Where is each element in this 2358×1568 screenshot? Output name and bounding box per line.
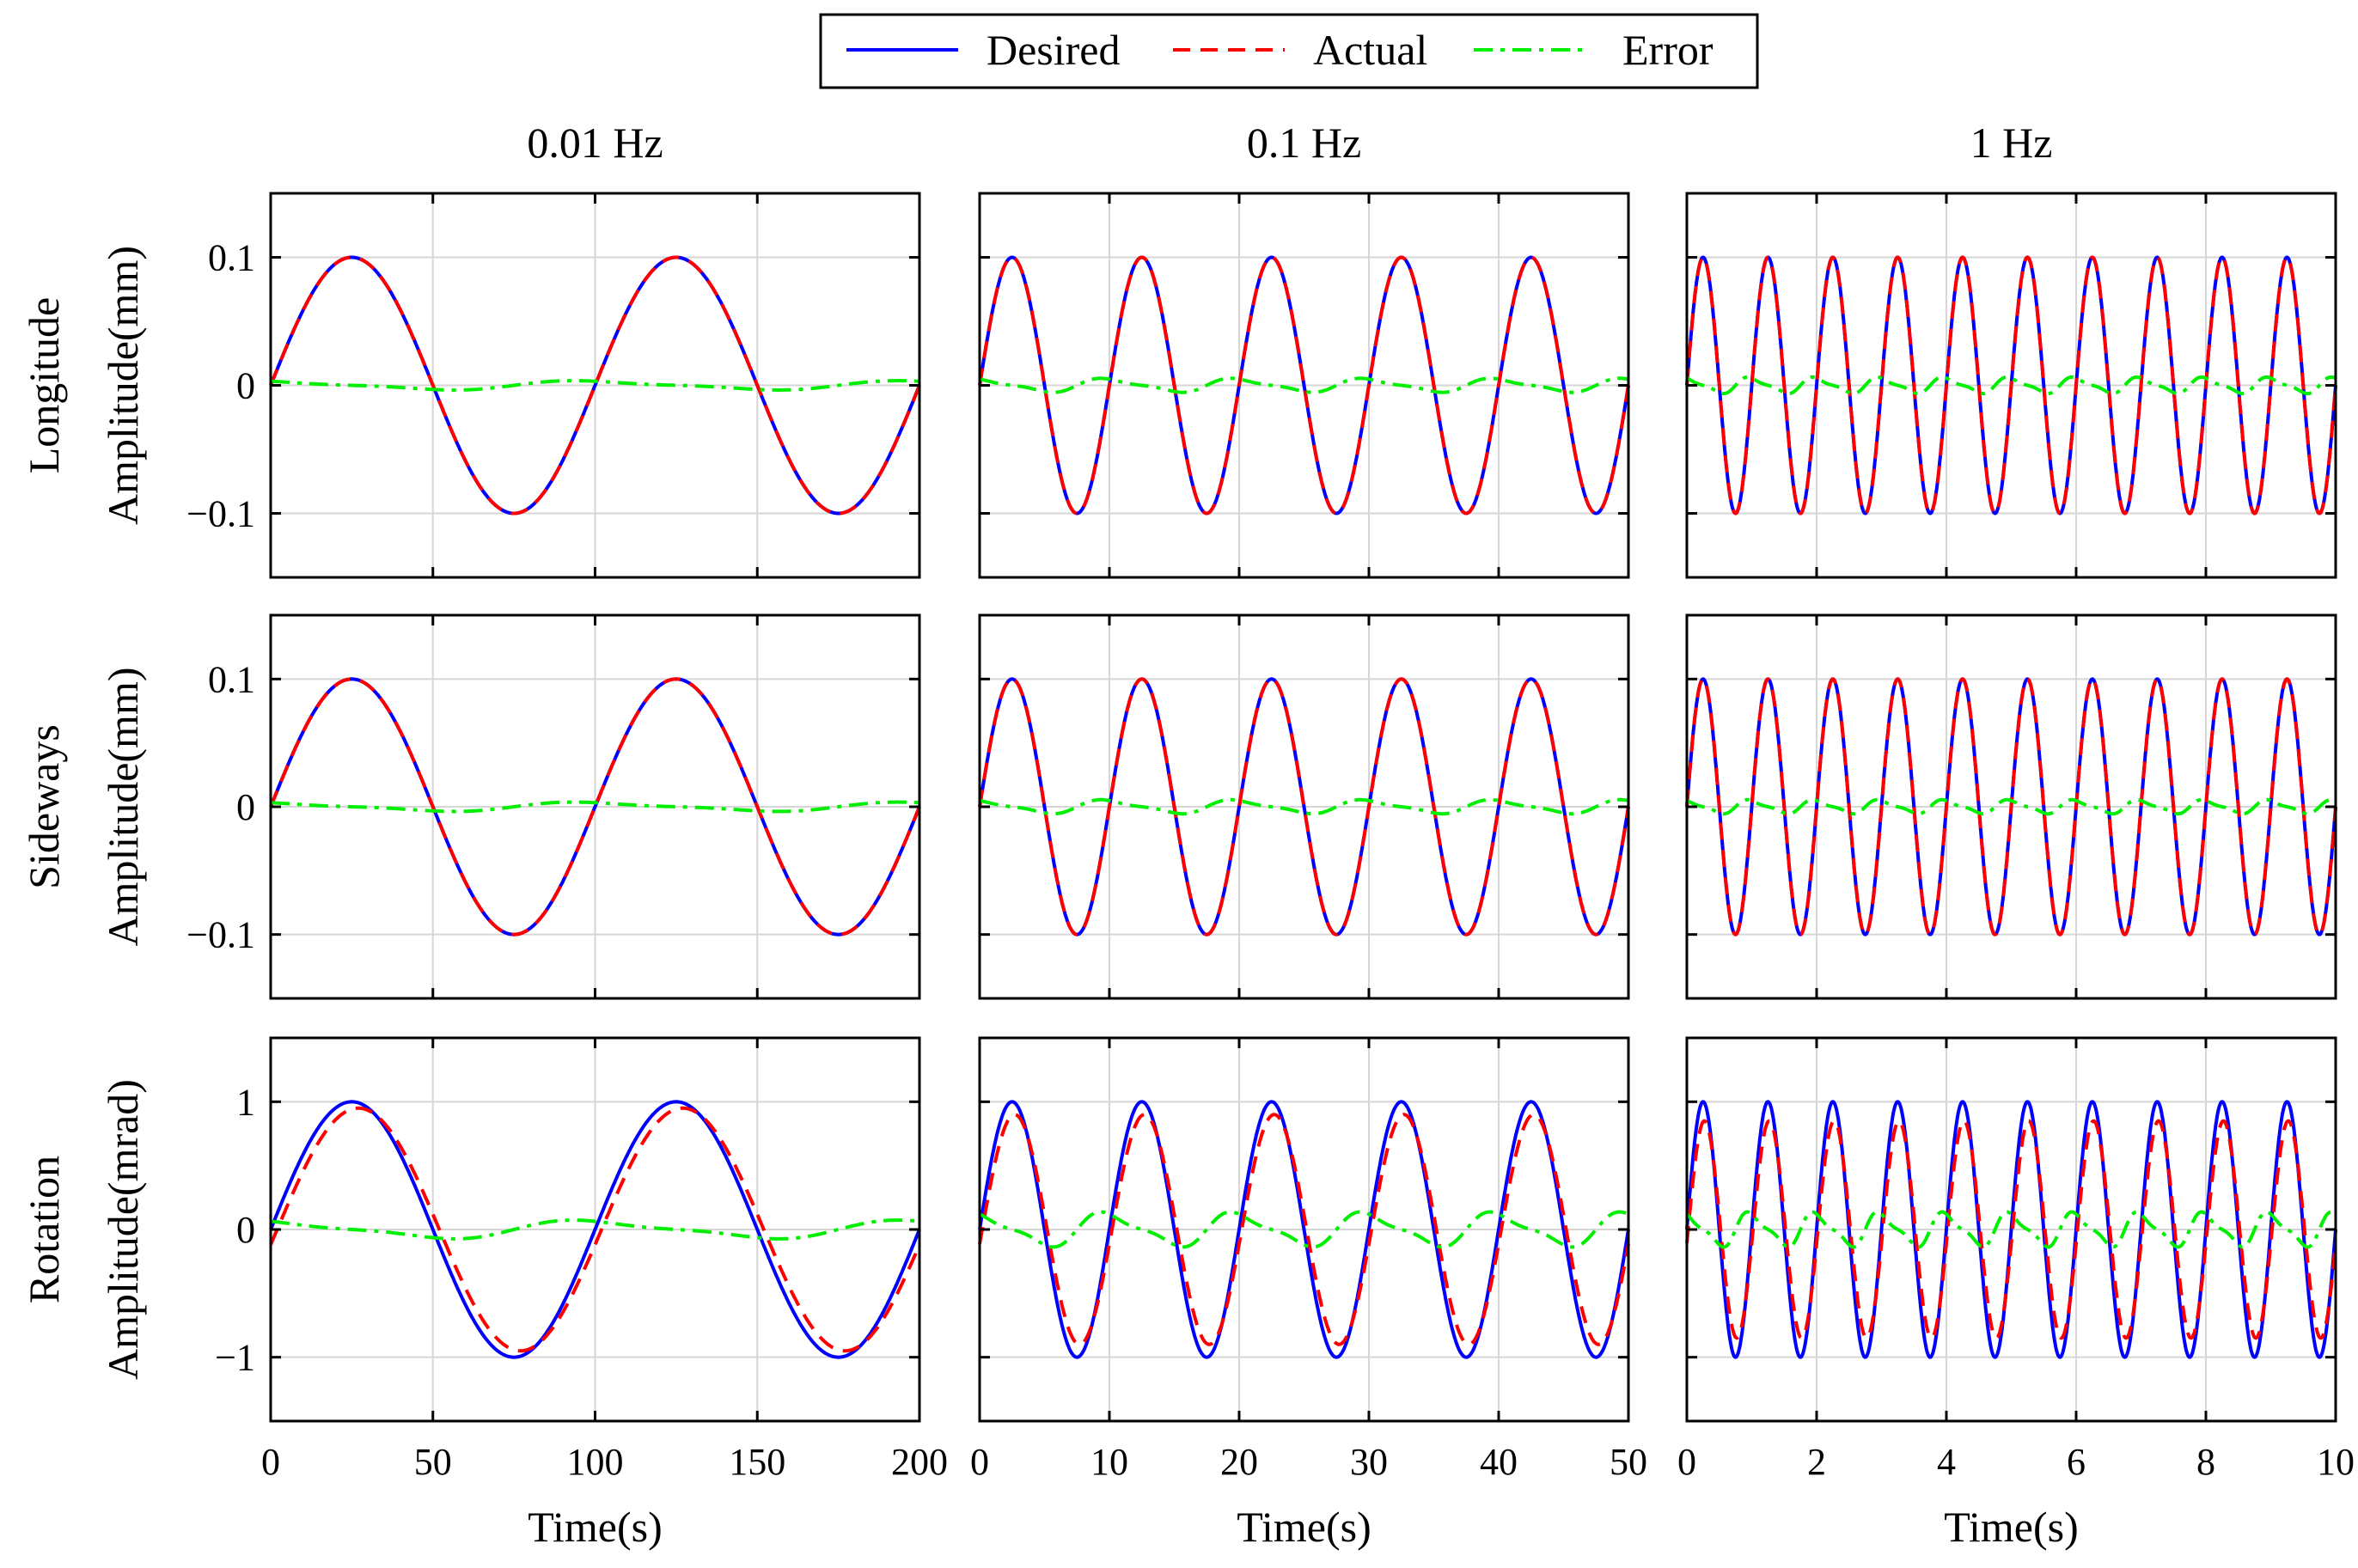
legend-label-error: Error xyxy=(1622,26,1714,74)
y-tick-label: −0.1 xyxy=(186,493,255,535)
y-tick-label: 1 xyxy=(236,1081,255,1123)
panel-sideways-1: −0.1 0 0.1 xyxy=(186,615,919,998)
row-label: Rotation xyxy=(20,1156,68,1303)
row-label: Sideways xyxy=(20,724,68,889)
panel-longitude-3 xyxy=(1687,193,2336,577)
legend-label-actual: Actual xyxy=(1313,26,1427,74)
row-label: Longitude xyxy=(20,297,68,474)
legend: Desired Actual Error xyxy=(821,15,1757,88)
x-tick-label: 6 xyxy=(2067,1441,2086,1483)
panel-rotation-3: 0 2 4 6 8 10 xyxy=(1677,1038,2355,1483)
x-tick-label: 0 xyxy=(970,1441,989,1483)
y-tick-label: 0.1 xyxy=(208,658,255,700)
x-tick-label: 4 xyxy=(1937,1441,1956,1483)
legend-label-desired: Desired xyxy=(987,26,1121,74)
y-tick-label: 0.1 xyxy=(208,237,255,279)
x-tick-label: 8 xyxy=(2196,1441,2215,1483)
panel-sideways-3 xyxy=(1687,615,2336,998)
x-axis-label: Time(s) xyxy=(1944,1503,2079,1551)
y-axis-label: Amplitude(mm) xyxy=(99,668,147,947)
x-tick-label: 10 xyxy=(1090,1441,1128,1483)
x-tick-label: 2 xyxy=(1807,1441,1826,1483)
x-tick-label: 50 xyxy=(414,1441,452,1483)
x-tick-label: 100 xyxy=(567,1441,624,1483)
panel-longitude-1: −0.1 0 0.1 xyxy=(186,193,919,577)
x-axis-label: Time(s) xyxy=(528,1503,663,1551)
figure: Desired Actual Error −0.1 0 0.1 −0.1 0 0.1 −1 0… xyxy=(0,0,2358,1568)
y-tick-label: −1 xyxy=(215,1337,255,1379)
y-axis-label: Amplitude(mm) xyxy=(99,246,147,525)
column-title: 0.1 Hz xyxy=(1247,119,1361,167)
y-tick-label: 0 xyxy=(236,786,255,828)
x-tick-label: 40 xyxy=(1480,1441,1518,1483)
x-tick-label: 0 xyxy=(261,1441,280,1483)
x-tick-label: 0 xyxy=(1677,1441,1696,1483)
panel-rotation-2: 0 10 20 30 40 50 xyxy=(970,1038,1647,1483)
legend-box xyxy=(821,15,1757,88)
panel-longitude-2 xyxy=(980,193,1628,577)
y-tick-label: −0.1 xyxy=(186,914,255,956)
x-tick-label: 20 xyxy=(1220,1441,1258,1483)
x-tick-label: 50 xyxy=(1610,1441,1647,1483)
x-tick-label: 150 xyxy=(729,1441,785,1483)
y-tick-label: 0 xyxy=(236,365,255,407)
x-tick-label: 30 xyxy=(1350,1441,1388,1483)
y-axis-label: Amplitude(mrad) xyxy=(99,1079,147,1380)
x-tick-label: 200 xyxy=(891,1441,948,1483)
panel-sideways-2 xyxy=(980,615,1628,998)
panel-rotation-1: −1 0 1 0 50 100 150 200 xyxy=(215,1038,948,1483)
y-tick-label: 0 xyxy=(236,1209,255,1251)
x-axis-label: Time(s) xyxy=(1237,1503,1371,1551)
column-title: 1 Hz xyxy=(1970,119,2053,167)
column-title: 0.01 Hz xyxy=(527,119,663,167)
x-tick-label: 10 xyxy=(2317,1441,2355,1483)
